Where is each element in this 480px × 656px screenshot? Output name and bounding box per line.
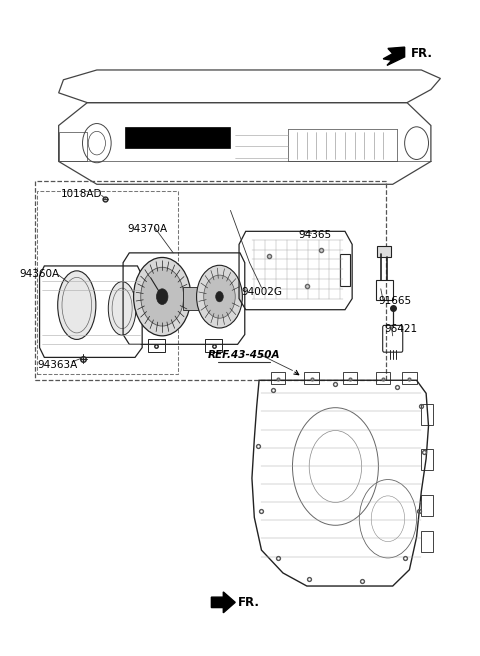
Circle shape xyxy=(216,291,223,302)
Text: 1018AD: 1018AD xyxy=(61,189,102,199)
Polygon shape xyxy=(211,592,235,613)
Ellipse shape xyxy=(108,281,136,335)
Text: FR.: FR. xyxy=(411,47,433,60)
FancyBboxPatch shape xyxy=(377,246,391,257)
Text: 94360A: 94360A xyxy=(20,270,60,279)
FancyBboxPatch shape xyxy=(183,287,205,310)
Text: 94365: 94365 xyxy=(299,230,332,240)
Text: 94363A: 94363A xyxy=(37,360,78,370)
Text: 91665: 91665 xyxy=(379,296,412,306)
Circle shape xyxy=(204,275,235,318)
Polygon shape xyxy=(383,47,405,66)
Polygon shape xyxy=(125,127,230,148)
Text: 94370A: 94370A xyxy=(127,224,167,234)
Circle shape xyxy=(141,267,184,326)
Ellipse shape xyxy=(58,271,96,339)
Circle shape xyxy=(156,289,168,304)
Circle shape xyxy=(197,265,242,328)
Circle shape xyxy=(133,257,191,336)
Text: FR.: FR. xyxy=(238,596,260,609)
Text: REF.43-450A: REF.43-450A xyxy=(207,350,280,360)
Text: 94002G: 94002G xyxy=(241,287,282,297)
Text: 96421: 96421 xyxy=(384,324,418,335)
